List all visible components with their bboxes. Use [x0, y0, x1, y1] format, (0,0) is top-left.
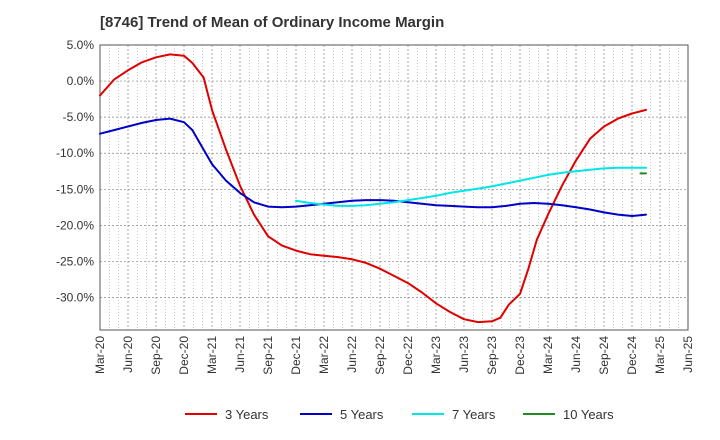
legend-label: 5 Years [340, 407, 384, 422]
x-tick-label: Dec-23 [513, 336, 527, 375]
y-tick-label: -10.0% [56, 146, 94, 160]
y-tick-label: -15.0% [56, 182, 94, 196]
series-line-5-years [99, 117, 647, 217]
x-tick-label: Mar-22 [317, 336, 331, 374]
legend-label: 10 Years [563, 407, 614, 422]
chart-title: [8746] Trend of Mean of Ordinary Income … [100, 14, 445, 31]
grid [99, 44, 689, 330]
series-line-3-years [99, 53, 647, 324]
x-tick-label: Sep-21 [261, 336, 275, 375]
x-tick-label: Jun-21 [233, 336, 247, 373]
y-tick-label: 5.0% [67, 38, 95, 52]
y-tick-label: -5.0% [63, 110, 95, 124]
y-tick-label: -20.0% [56, 218, 94, 232]
x-tick-label: Sep-22 [373, 336, 387, 375]
plot-frame [99, 44, 689, 331]
x-tick-label: Jun-24 [569, 336, 583, 373]
series-line-7-years [295, 166, 647, 207]
legend-label: 7 Years [452, 407, 496, 422]
x-tick-label: Mar-20 [93, 336, 107, 374]
x-tick-label: Mar-23 [429, 336, 443, 374]
x-tick-label: Dec-20 [177, 336, 191, 375]
x-tick-label: Sep-23 [485, 336, 499, 375]
y-tick-label: 0.0% [67, 74, 95, 88]
x-tick-label: Dec-21 [289, 336, 303, 375]
x-tick-label: Jun-25 [681, 336, 695, 373]
x-tick-label: Sep-24 [597, 336, 611, 375]
y-tick-label: -30.0% [56, 291, 94, 305]
legend-label: 3 Years [225, 407, 269, 422]
x-tick-label: Jun-20 [121, 336, 135, 373]
x-tick-label: Mar-21 [205, 336, 219, 374]
axes: 5.0% 0.0% -5.0% -10.0% -15.0% -20.0% -25.0% -30… [56, 38, 695, 375]
x-tick-label: Dec-24 [625, 336, 639, 375]
x-tick-label: Jun-23 [457, 336, 471, 373]
legend: 3 Years 5 Years 7 Years 10 Years [185, 407, 614, 422]
series-lines [99, 53, 647, 324]
x-tick-label: Mar-24 [541, 336, 555, 374]
x-tick-label: Dec-22 [401, 336, 415, 375]
x-tick-label: Sep-20 [149, 336, 163, 375]
x-tick-label: Mar-25 [653, 336, 667, 374]
x-tick-label: Jun-22 [345, 336, 359, 373]
y-tick-label: -25.0% [56, 254, 94, 268]
